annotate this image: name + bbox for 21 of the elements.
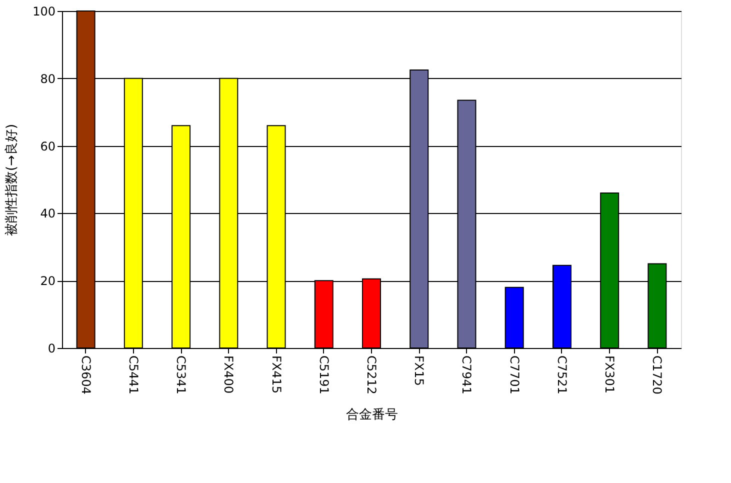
x-tick-label: C1720 (650, 356, 664, 394)
x-tick-label: C5212 (364, 356, 378, 394)
y-axis-title: 被削性指数(→良好) (4, 124, 20, 236)
x-tick-label: C7521 (554, 356, 569, 394)
x-tick-label: C5341 (174, 356, 188, 394)
y-tick-label: 0 (48, 342, 56, 356)
x-tick-label: C5191 (316, 356, 331, 394)
x-tick-label: FX400 (222, 356, 236, 394)
x-tick-label: C5441 (126, 356, 140, 394)
x-tick-label: FX15 (412, 356, 426, 386)
y-tick-label: 20 (40, 274, 56, 288)
y-tick-label: 80 (40, 72, 56, 86)
x-tick-label: C3604 (78, 356, 93, 394)
x-tick-label: FX415 (269, 356, 284, 394)
y-tick-label: 100 (32, 4, 56, 18)
y-tick-label: 40 (40, 206, 56, 221)
x-tick-label: C7941 (460, 356, 474, 394)
x-axis-title: 合金番号 (346, 407, 398, 422)
x-tick-label: C7701 (507, 356, 522, 394)
y-tick-label: 60 (40, 139, 56, 154)
x-tick-label: FX301 (602, 356, 617, 394)
